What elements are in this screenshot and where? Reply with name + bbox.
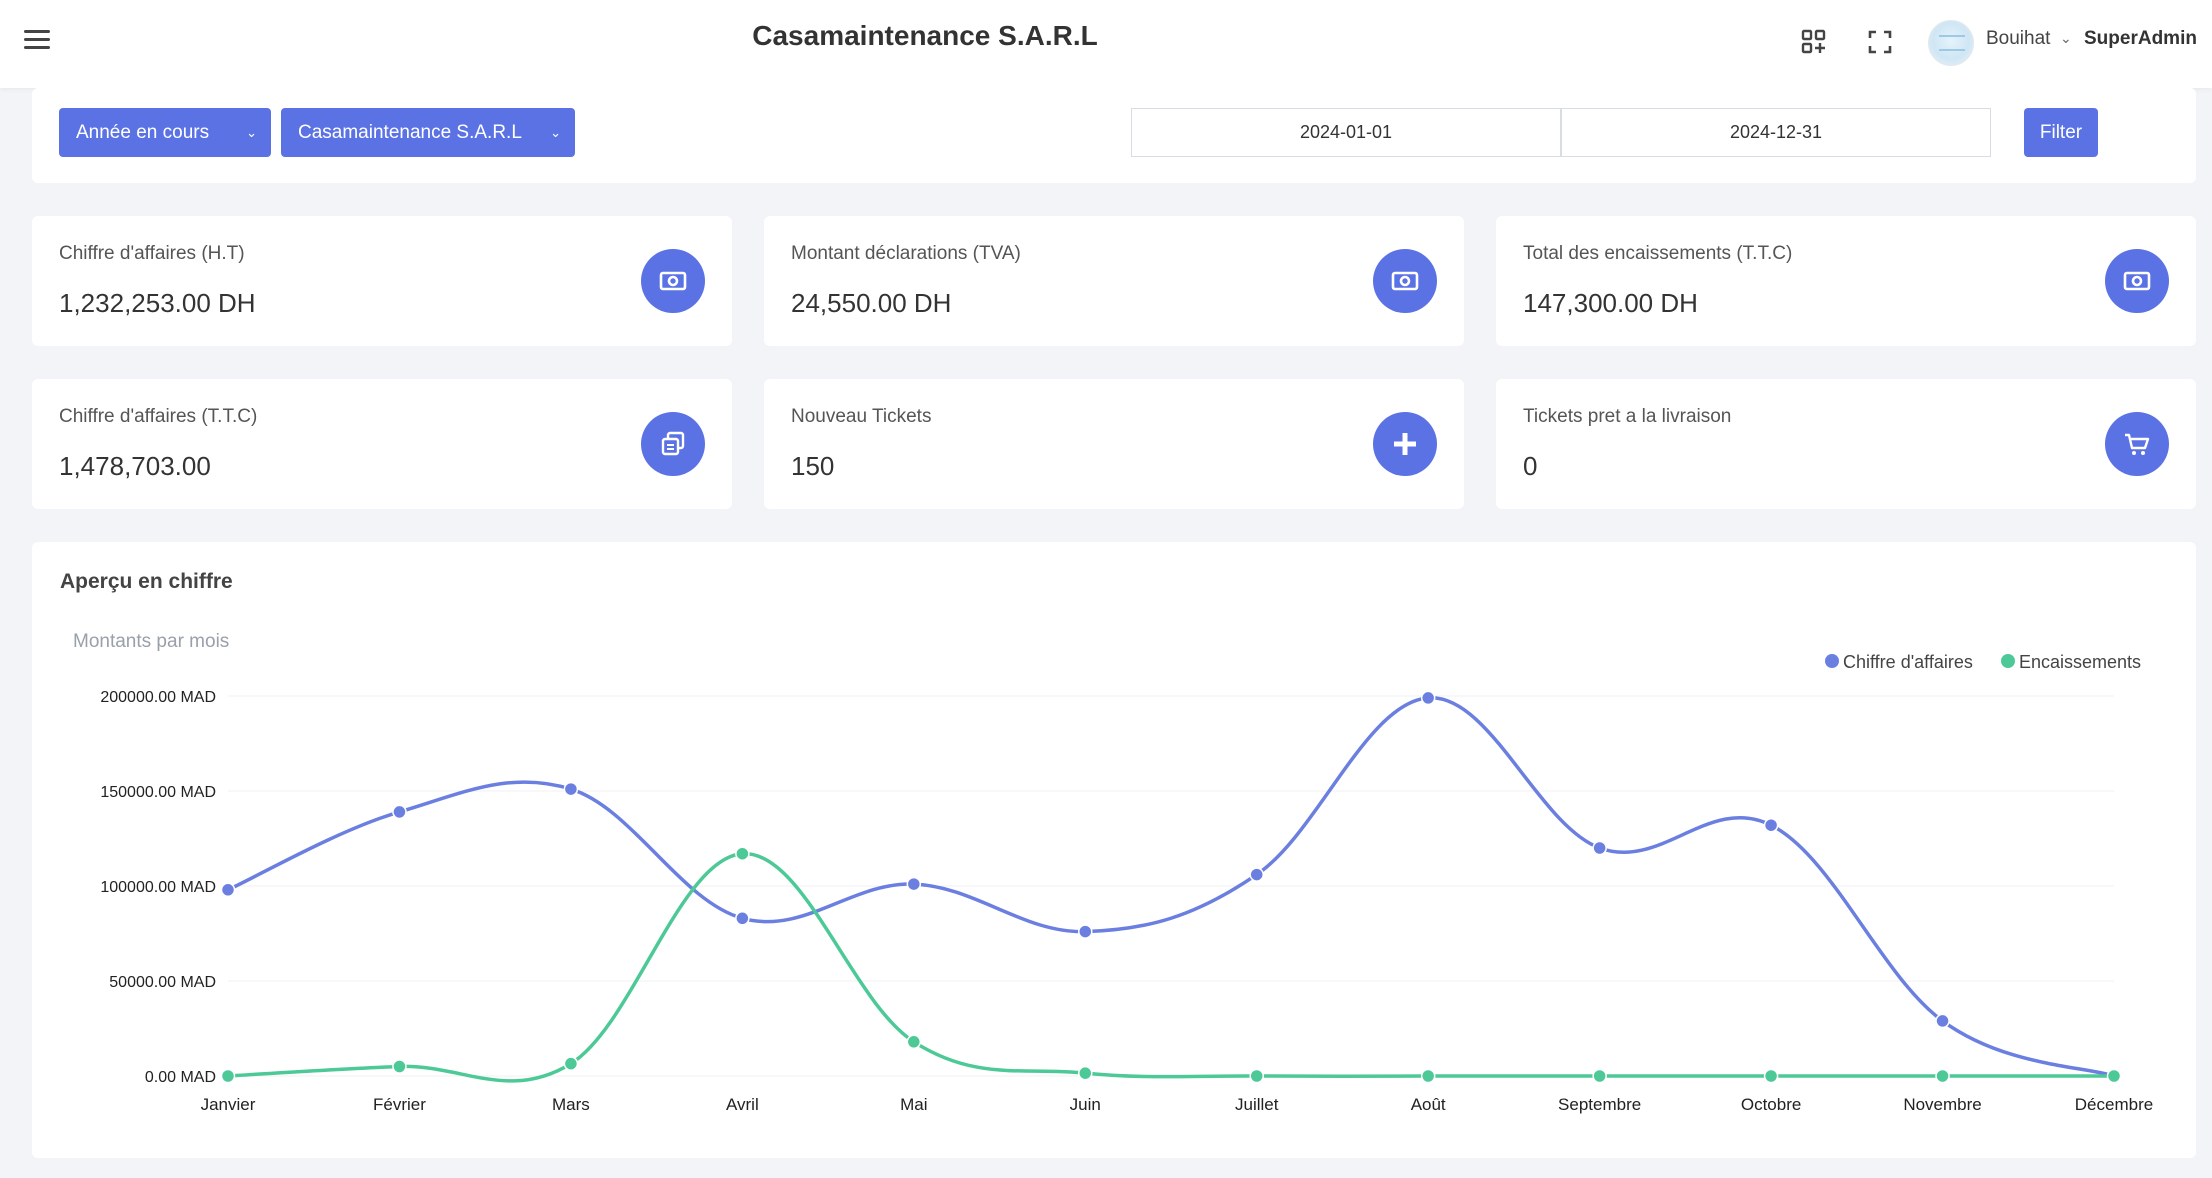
data-point (1935, 1068, 1950, 1084)
stat-card-encaissements: Total des encaissements (T.T.C) 147,300.… (1496, 216, 2196, 346)
x-tick-label: Juin (1070, 1095, 1101, 1114)
x-tick-label: Septembre (1558, 1095, 1641, 1114)
stat-label: Tickets pret a la livraison (1523, 406, 1732, 427)
data-point (1592, 840, 1607, 856)
stat-label: Total des encaissements (T.T.C) (1523, 243, 1793, 264)
data-point (1249, 1068, 1264, 1084)
stat-label: Chiffre d'affaires (T.T.C) (59, 406, 258, 427)
period-dropdown[interactable]: Année en cours ⌄ (59, 108, 271, 157)
user-role: SuperAdmin (2084, 28, 2197, 49)
menu-icon[interactable] (24, 30, 50, 52)
data-point (1763, 817, 1779, 833)
app-title: Casamaintenance S.A.R.L (752, 20, 1098, 51)
date-from-field[interactable]: 2024-01-01 (1131, 108, 1561, 157)
stat-card-nouveau-tickets: Nouveau Tickets 150 (764, 379, 1464, 509)
chart-heading: Aperçu en chiffre (60, 570, 233, 593)
stat-card-tickets-livraison: Tickets pret a la livraison 0 (1496, 379, 2196, 509)
fullscreen-icon[interactable] (1862, 24, 1898, 60)
data-point (906, 876, 922, 892)
y-tick-label: 200000.00 MAD (100, 689, 216, 706)
x-tick-label: Octobre (1741, 1095, 1801, 1114)
chart-title: Montants par mois (73, 631, 229, 652)
series-line-chiffre-affaires (227, 696, 2115, 1078)
data-point (735, 846, 750, 861)
data-point (563, 1056, 579, 1071)
money-icon (641, 249, 705, 313)
data-point (1249, 867, 1264, 882)
legend-label: Chiffre d'affaires (1843, 652, 1973, 672)
x-tick-label: Novembre (1903, 1095, 1981, 1114)
data-point (2106, 1068, 2122, 1084)
chart-card: Aperçu en chiffre Montants par mois 0.00 … (32, 542, 2196, 1158)
data-point (1420, 690, 1436, 706)
money-icon (2105, 249, 2169, 313)
data-point (1420, 1068, 1436, 1084)
top-bar: Casamaintenance S.A.R.L Bouihat ⌄ SuperA… (0, 0, 2212, 88)
stat-label: Nouveau Tickets (791, 406, 932, 427)
x-tick-label: Février (373, 1095, 426, 1114)
data-point (1592, 1068, 1607, 1084)
chevron-down-icon[interactable]: ⌄ (2060, 30, 2072, 46)
apps-grid-icon[interactable] (1796, 24, 1832, 60)
chevron-down-icon: ⌄ (550, 125, 561, 140)
data-point (392, 804, 407, 820)
avatar[interactable] (1928, 20, 1974, 66)
copy-icon (641, 412, 705, 476)
x-tick-label: Décembre (2075, 1095, 2153, 1114)
stat-value: 1,232,253.00 DH (59, 288, 256, 318)
series-line-encaissements (227, 851, 2114, 1083)
cart-icon (2105, 412, 2169, 476)
company-dropdown[interactable]: Casamaintenance S.A.R.L ⌄ (281, 108, 575, 157)
stat-card-ca-ttc: Chiffre d'affaires (T.T.C) 1,478,703.00 (32, 379, 732, 509)
stat-label: Montant déclarations (TVA) (791, 243, 1021, 264)
data-point (563, 781, 579, 797)
period-dropdown-label: Année en cours (76, 122, 210, 143)
stat-card-ca-ht: Chiffre d'affaires (H.T) 1,232,253.00 DH (32, 216, 732, 346)
stat-value: 147,300.00 DH (1523, 288, 1698, 318)
x-tick-label: Avril (726, 1095, 759, 1114)
plus-icon (1373, 412, 1437, 476)
data-point (1935, 1013, 1950, 1029)
data-point (735, 911, 750, 926)
x-tick-label: Mars (552, 1095, 590, 1114)
data-point (906, 1034, 922, 1050)
y-tick-label: 0.00 MAD (145, 1069, 216, 1086)
legend-marker (1825, 654, 1839, 668)
line-chart: Montants par mois 0.00 MAD 50000.00 MAD 100… (73, 631, 2153, 1114)
legend-label: Encaissements (2019, 652, 2141, 672)
money-icon (1373, 249, 1437, 313)
stat-label: Chiffre d'affaires (H.T) (59, 243, 245, 264)
stat-value: 24,550.00 DH (791, 288, 952, 318)
company-dropdown-label: Casamaintenance S.A.R.L (298, 122, 522, 143)
y-tick-label: 150000.00 MAD (100, 784, 216, 801)
data-point (1078, 1065, 1093, 1081)
x-tick-label: Janvier (201, 1095, 256, 1114)
data-point (1078, 924, 1093, 939)
stat-value: 150 (791, 451, 835, 481)
stat-value: 0 (1523, 451, 1538, 481)
filter-bar: Année en cours ⌄ Casamaintenance S.A.R.L… (32, 88, 2196, 183)
user-name[interactable]: Bouihat (1986, 28, 2051, 49)
y-tick-label: 50000.00 MAD (109, 974, 216, 991)
y-tick-label: 100000.00 MAD (100, 879, 216, 896)
data-point (392, 1059, 407, 1074)
data-point (220, 1068, 236, 1084)
stat-card-tva: Montant déclarations (TVA) 24,550.00 DH (764, 216, 1464, 346)
legend-marker (2001, 654, 2015, 668)
date-to-field[interactable]: 2024-12-31 (1561, 108, 1991, 157)
chevron-down-icon: ⌄ (246, 125, 257, 140)
x-tick-label: Août (1411, 1095, 1446, 1114)
x-tick-label: Mai (900, 1095, 927, 1114)
stat-value: 1,478,703.00 (59, 451, 211, 481)
data-point (1763, 1068, 1779, 1084)
data-point (220, 882, 236, 898)
filter-button[interactable]: Filter (2024, 108, 2098, 157)
x-tick-label: Juillet (1235, 1095, 1279, 1114)
